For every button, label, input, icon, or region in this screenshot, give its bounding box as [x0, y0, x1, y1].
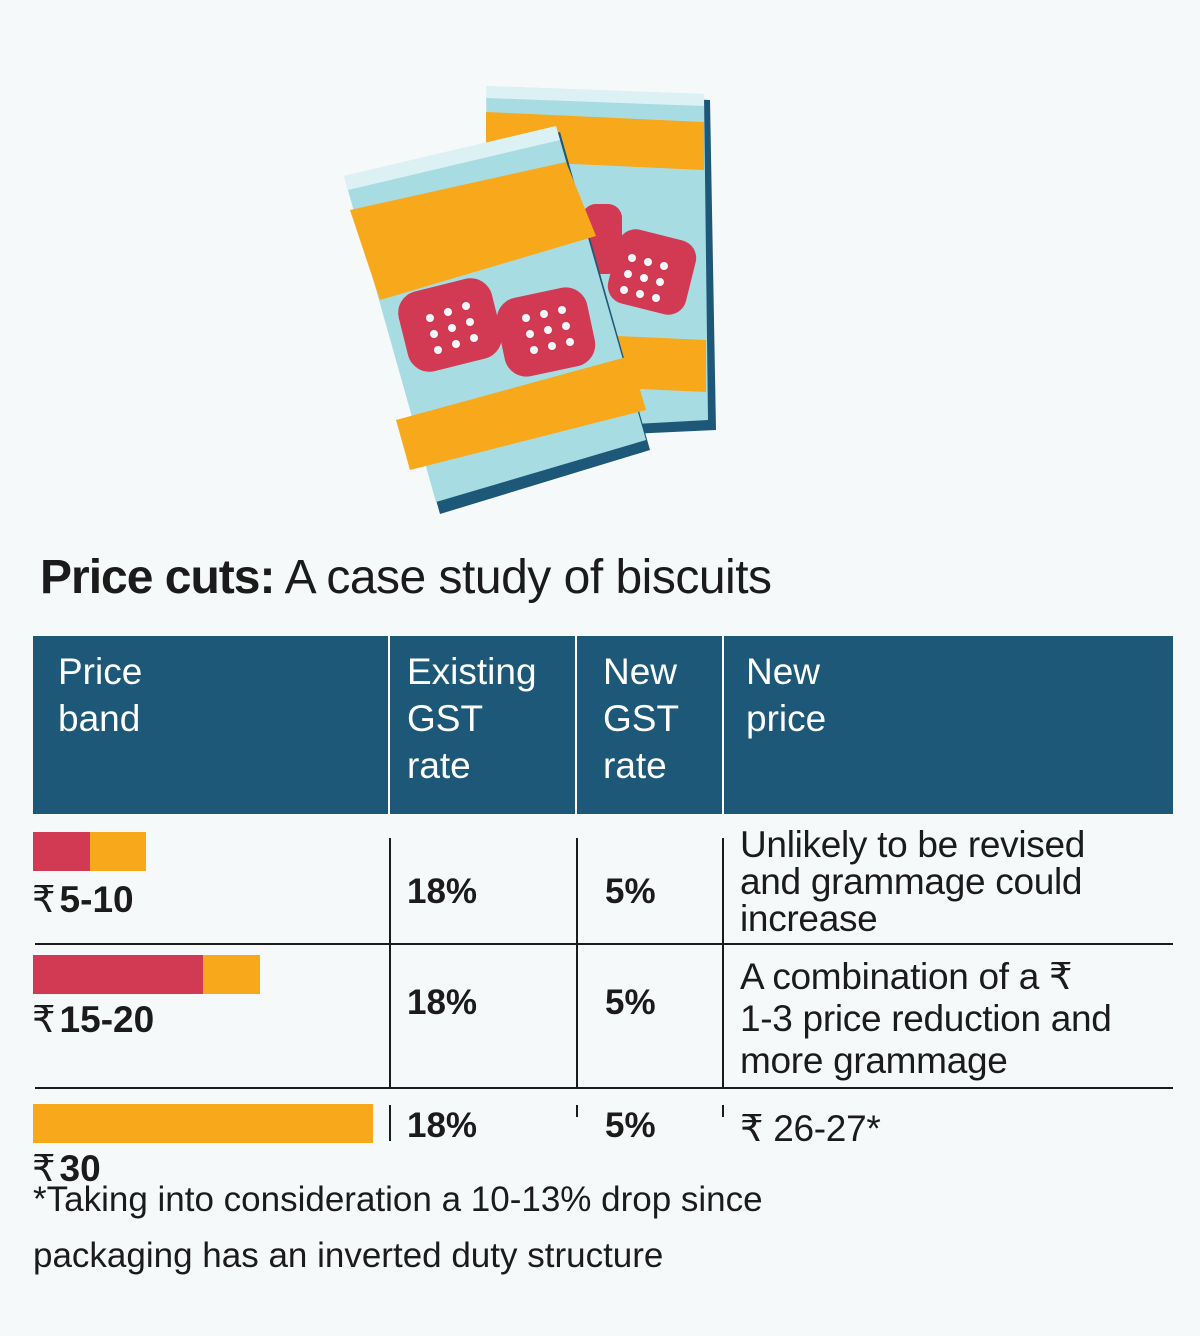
header-divider: [575, 636, 577, 814]
column-divider: [389, 945, 391, 1087]
chart-title: Price cuts: A case study of biscuits: [40, 550, 772, 605]
row-divider: [35, 943, 1173, 945]
existing-gst-rate: 18%: [407, 872, 478, 911]
new-gst-rate: 5%: [605, 983, 656, 1022]
title-bold: Price cuts:: [40, 551, 275, 604]
header-divider: [388, 636, 390, 814]
column-divider: [576, 1105, 578, 1117]
price-band-bar: [33, 832, 146, 871]
bar-tax-segment: [33, 832, 90, 871]
new-price-text: Unlikely to be revised and grammage coul…: [740, 824, 1086, 939]
bar-price-segment: [33, 1104, 373, 1143]
header-existing-gst-rate: Existing GST rate: [407, 651, 537, 786]
bar-price-segment: [90, 832, 146, 871]
price-band-label: ₹5-10: [32, 879, 134, 920]
header-divider: [722, 636, 724, 814]
column-divider: [389, 1105, 391, 1141]
biscuit-packets-illustration: [344, 86, 716, 514]
price-band-bar: [33, 1104, 373, 1143]
table-header: Price band Existing GST rate New GST rat…: [33, 636, 1173, 814]
new-price-text: ₹ 26-27*: [740, 1108, 881, 1149]
column-divider: [576, 838, 578, 944]
row-divider: [35, 1087, 1173, 1089]
column-divider: [722, 945, 724, 1087]
column-divider: [576, 945, 578, 1087]
bar-tax-segment: [33, 955, 203, 994]
header-new-price: New price: [746, 651, 827, 739]
title-rest: A case study of biscuits: [274, 551, 772, 604]
existing-gst-rate: 18%: [407, 1106, 478, 1145]
bar-price-segment: [203, 955, 260, 994]
footnote: *Taking into consideration a 10-13% drop…: [33, 1180, 763, 1275]
column-divider: [722, 1105, 724, 1117]
column-divider: [389, 838, 391, 944]
new-price-text: A combination of a ₹ 1-3 price reduction…: [740, 956, 1112, 1081]
new-gst-rate: 5%: [605, 1106, 656, 1145]
price-band-label: ₹15-20: [32, 999, 155, 1040]
price-band-bar: [33, 955, 260, 994]
column-divider: [722, 838, 724, 944]
price-band-label: ₹30: [32, 1148, 101, 1189]
front-packet: [344, 126, 650, 514]
existing-gst-rate: 18%: [407, 983, 478, 1022]
header-new-gst-rate: New GST rate: [603, 651, 680, 786]
new-gst-rate: 5%: [605, 872, 656, 911]
header-price-band: Price band: [58, 651, 143, 739]
